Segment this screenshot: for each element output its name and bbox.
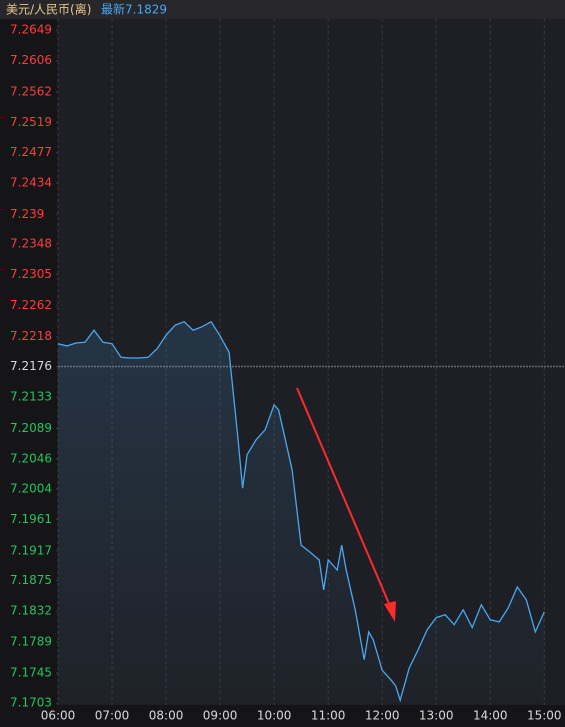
- x-tick-label: 07:00: [95, 709, 130, 723]
- x-tick-label: 13:00: [419, 709, 454, 723]
- y-tick-label: 7.1961: [10, 512, 52, 526]
- y-tick-label: 7.2562: [10, 84, 52, 98]
- y-tick-label: 7.2004: [10, 481, 52, 495]
- x-tick-label: 14:00: [473, 709, 508, 723]
- x-tick-label: 06:00: [41, 709, 76, 723]
- y-tick-label: 7.2348: [10, 237, 52, 251]
- y-tick-label: 7.2519: [10, 115, 52, 129]
- latest-price: 最新7.1829: [101, 2, 167, 17]
- plot-layer: 06:00 07:00 08:00 09:00 10:00 11:00 12:00 13:00…: [10, 19, 565, 723]
- y-tick-label: 7.1789: [10, 634, 52, 648]
- y-tick-label: 7.1917: [10, 543, 52, 557]
- y-tick-label: 7.239: [10, 207, 44, 221]
- annotation-arrow: [296, 387, 391, 607]
- y-tick-label: 7.2434: [10, 175, 52, 189]
- x-tick-label: 09:00: [203, 709, 238, 723]
- y-tick-label: 7.2046: [10, 451, 52, 465]
- y-tick-label: 7.2649: [10, 23, 52, 37]
- y-tick-label: 7.1832: [10, 604, 52, 618]
- price-line: [57, 320, 545, 703]
- x-tick-label: 10:00: [257, 709, 292, 723]
- y-tick-label: 7.1875: [10, 573, 52, 587]
- x-tick-label: 15:00: [527, 709, 562, 723]
- y-tick-label: 7.2089: [10, 421, 52, 435]
- y-tick-label: 7.1703: [10, 696, 52, 710]
- y-tick-label: 7.2262: [10, 298, 52, 312]
- x-tick-label: 12:00: [365, 709, 400, 723]
- x-tick-label: 08:00: [149, 709, 184, 723]
- header-bar: [0, 0, 565, 19]
- y-tick-label: 7.2218: [10, 329, 52, 343]
- area: [58, 321, 545, 703]
- x-tick-label: 11:00: [311, 709, 346, 723]
- y-tick-label: 7.2606: [10, 53, 52, 67]
- y-tick-label: 7.2477: [10, 145, 52, 159]
- y-tick-label: 7.1745: [10, 666, 52, 680]
- y-tick-label: 7.2133: [10, 390, 52, 404]
- annotation-arrowhead: [384, 601, 396, 622]
- y-tick-label: 7.2305: [10, 267, 52, 281]
- y-tick-label: 7.2176: [10, 359, 52, 373]
- instrument-name: 美元/人民币(离): [6, 2, 91, 17]
